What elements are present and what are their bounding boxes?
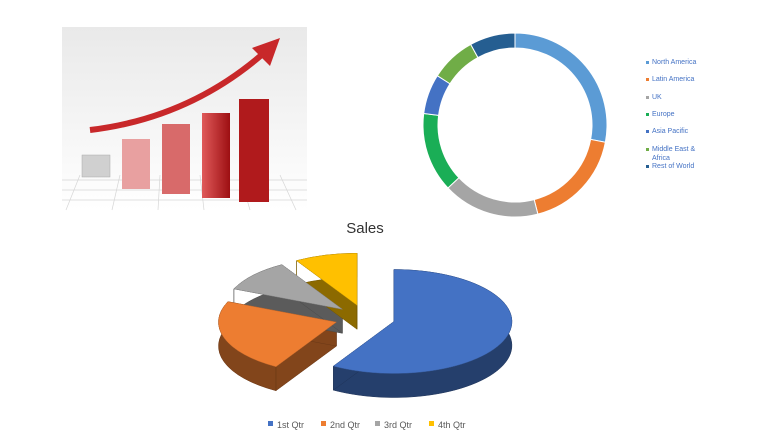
legend-swatch	[646, 130, 649, 134]
illus-bar	[122, 139, 150, 189]
legend-label: 1st Qtr	[277, 420, 304, 430]
legend-entry: Asia Pacific	[646, 127, 712, 136]
legend-swatch	[646, 112, 649, 116]
legend-swatch	[646, 164, 649, 168]
pie-tops	[218, 253, 513, 374]
donut-segment	[436, 43, 479, 85]
legend-entry: UK	[646, 93, 712, 102]
illus-bar	[239, 99, 269, 202]
slice	[332, 269, 513, 374]
legend-swatch	[646, 78, 649, 82]
legend-swatch	[646, 61, 649, 64]
legend-swatch	[268, 421, 273, 426]
legend-entry: Middle East & Africa	[646, 145, 712, 163]
illus-arrowhead	[252, 38, 280, 66]
illus-bar	[162, 124, 190, 194]
donut-segment	[533, 138, 606, 215]
slice	[218, 301, 338, 367]
legend-entry: Europe	[646, 110, 712, 119]
illus-bar	[81, 154, 111, 178]
legend-swatch	[646, 147, 649, 151]
illus-bar	[202, 113, 230, 198]
legend-swatch	[321, 421, 326, 426]
chart-title: Sales	[346, 220, 384, 237]
donut-segment	[469, 32, 516, 59]
donut-segment	[514, 32, 608, 143]
legend-label: 4th Qtr	[438, 420, 466, 430]
legend-label: 3rd Qtr	[384, 420, 412, 430]
donut-segment	[422, 112, 460, 189]
legend-entry: Rest of World	[646, 162, 712, 171]
legend-swatch	[375, 421, 380, 426]
legend-swatch	[429, 421, 434, 426]
illus-arrow	[89, 49, 267, 133]
slice	[295, 253, 358, 306]
legend-entry: Latin America	[646, 75, 712, 84]
legend-label: 2nd Qtr	[330, 420, 360, 430]
legend-entry: North America	[646, 58, 712, 67]
slice	[233, 264, 343, 310]
donut-segment	[447, 177, 539, 218]
legend-swatch	[646, 95, 649, 99]
growth-illustration	[62, 27, 307, 211]
